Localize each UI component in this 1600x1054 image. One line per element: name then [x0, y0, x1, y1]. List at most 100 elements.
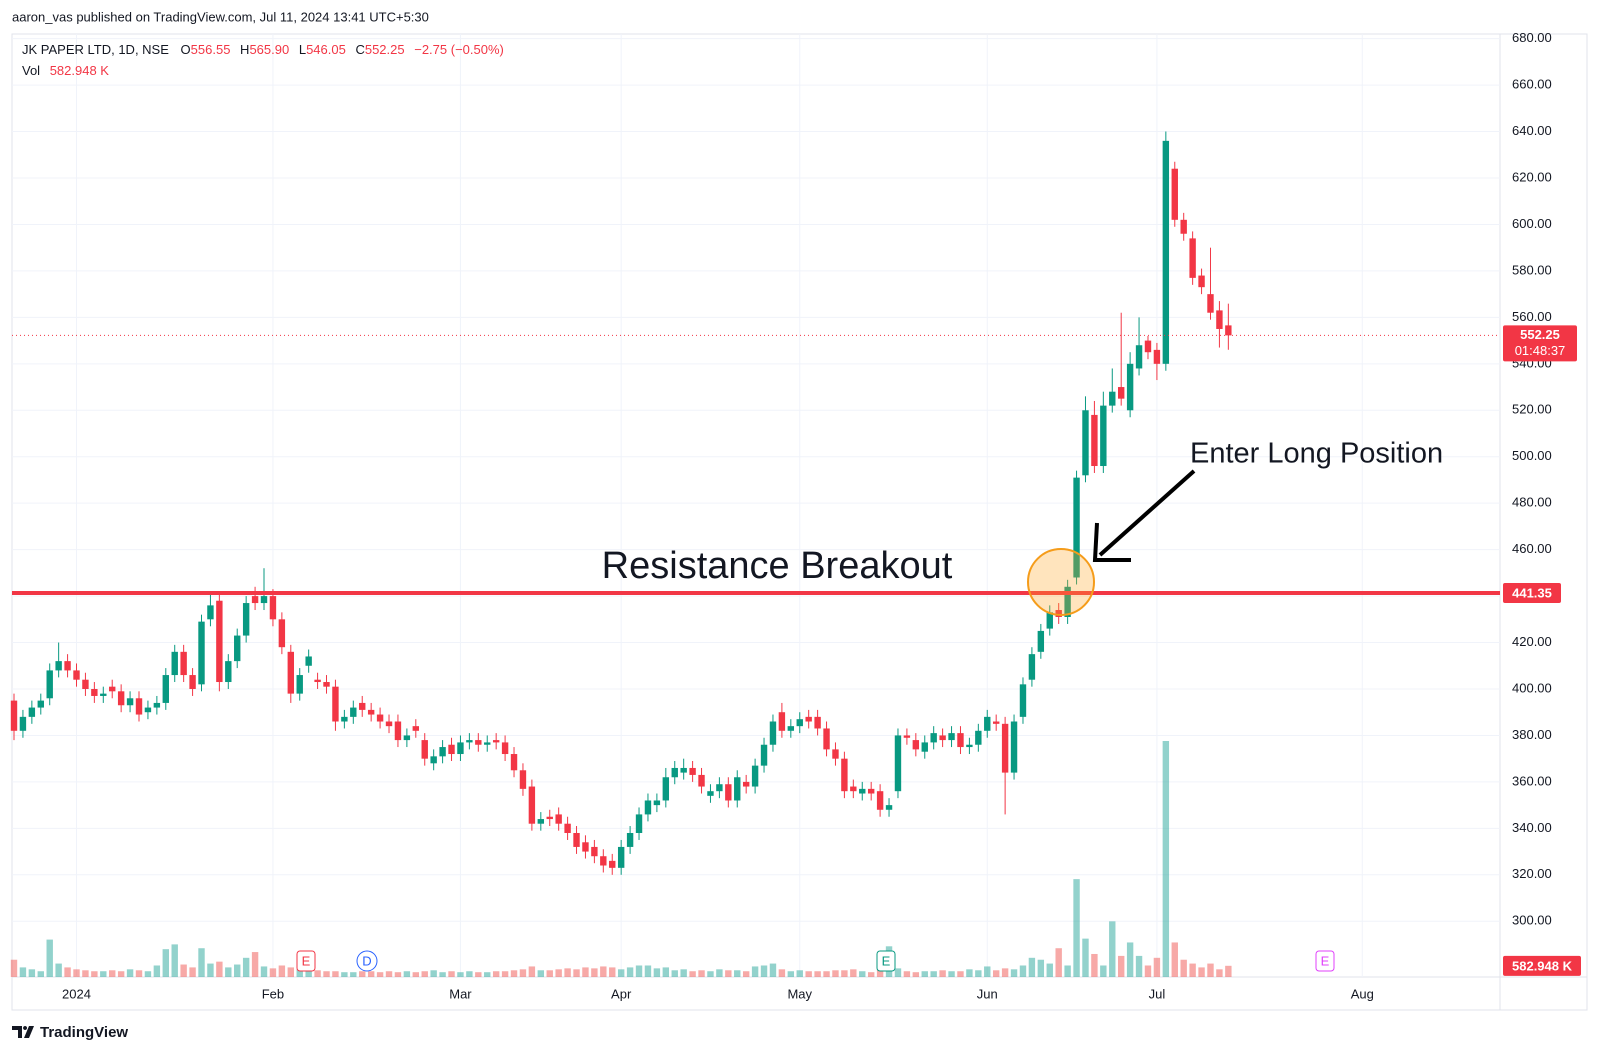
candle-body [82, 679, 89, 689]
volume-bar [832, 970, 839, 977]
candle-body [1189, 238, 1196, 278]
candle-body [885, 805, 893, 810]
event-marker: D [356, 950, 378, 972]
candle-body [91, 688, 98, 696]
candle-body [430, 756, 437, 764]
candle-body [448, 744, 455, 755]
event-marker: E [1315, 950, 1335, 972]
volume-bar [1180, 959, 1187, 977]
candle-body [966, 744, 973, 748]
volume-bar [37, 971, 44, 977]
volume-bar [671, 970, 678, 977]
volume-bar [1162, 741, 1170, 977]
candle-body [591, 846, 598, 857]
volume-bar [492, 971, 500, 977]
candle-body [126, 698, 134, 706]
volume-bar [448, 971, 455, 977]
y-tick-label: 300.00 [1512, 913, 1552, 928]
footer-logo: TradingView [12, 1024, 128, 1041]
candle-body [1135, 345, 1143, 369]
price-tag [1503, 325, 1577, 362]
volume-bar [689, 971, 696, 977]
y-tick-label: 680.00 [1512, 30, 1552, 45]
volume-bar [1109, 921, 1116, 977]
candle-body [109, 686, 116, 692]
volume-bar [1153, 957, 1161, 977]
volume-bar [1144, 965, 1152, 977]
volume-bar [171, 944, 178, 977]
candle-body [975, 730, 982, 745]
volume-bar [716, 969, 723, 977]
volume-bar [582, 967, 589, 977]
candle-body [492, 740, 500, 743]
candle-body [55, 661, 62, 671]
candle-body [251, 596, 259, 604]
volume-bar [957, 971, 964, 977]
candle-body [287, 651, 294, 694]
volume-bar [367, 971, 375, 977]
candle-body [46, 670, 53, 699]
candle-body [144, 707, 152, 713]
candle-body [760, 744, 768, 766]
candle-body [1162, 140, 1170, 364]
volume-bar [1019, 965, 1027, 977]
volume-bar [501, 971, 509, 977]
volume-bar [751, 966, 759, 977]
candle-body [957, 733, 964, 748]
legend: JK PAPER LTD, 1D, NSE O556.55 H565.90 L5… [22, 42, 504, 57]
candle-body [992, 721, 1000, 724]
candle-body [921, 742, 928, 752]
volume-bar [126, 969, 134, 977]
candle-body [1225, 325, 1232, 336]
candle-body [73, 670, 80, 680]
volume-bar [162, 949, 169, 977]
volume-bar [332, 971, 339, 977]
volume-bar [1001, 968, 1009, 977]
volume-bar [787, 971, 795, 977]
volume-bar [109, 970, 116, 977]
volume-bar [948, 971, 955, 977]
header: aaron_vas published on TradingView.com, … [12, 9, 429, 24]
candle-body [341, 716, 348, 722]
event-box [1315, 950, 1335, 972]
candle-body [484, 742, 491, 745]
candle-body [412, 726, 420, 731]
candle-body [1216, 310, 1223, 329]
legend-value: 552.25 [365, 42, 405, 57]
candle-body [314, 679, 321, 683]
arrow-head [1092, 522, 1131, 562]
volume-bar [100, 971, 107, 977]
candle-body [1117, 387, 1125, 399]
candle-body [1064, 586, 1071, 617]
candle-body [903, 735, 911, 738]
candle-body [457, 742, 464, 755]
volume-bar [698, 970, 705, 977]
candle-body [37, 700, 44, 708]
volume-bar [457, 972, 464, 977]
volume-bar [600, 966, 607, 977]
candle-body [466, 740, 473, 743]
candle-body [635, 814, 643, 833]
volume-bar [64, 967, 71, 977]
candle-body [1037, 630, 1045, 652]
volume-bar [867, 972, 875, 977]
volume-bar [564, 968, 571, 977]
price-tag-label: 552.25 [1520, 327, 1560, 342]
volume-bar [341, 972, 348, 977]
volume-bar [323, 971, 330, 977]
legend-value: 582.948 K [50, 63, 110, 78]
candle-body [153, 702, 161, 708]
candle-body [19, 716, 27, 731]
x-tick-label: Aug [1351, 986, 1374, 1001]
volume-bar [385, 971, 393, 977]
candle-body [787, 726, 795, 731]
y-tick-label: 560.00 [1512, 309, 1552, 324]
volume-tag-label: 582.948 K [1512, 958, 1573, 973]
candle-body [573, 832, 580, 847]
volume-bar [609, 967, 616, 977]
event-label: E [1321, 953, 1330, 968]
candle-body [1153, 349, 1161, 364]
candle-body [403, 735, 411, 741]
candle-body [28, 707, 36, 717]
x-tick-label: Jul [1149, 986, 1166, 1001]
